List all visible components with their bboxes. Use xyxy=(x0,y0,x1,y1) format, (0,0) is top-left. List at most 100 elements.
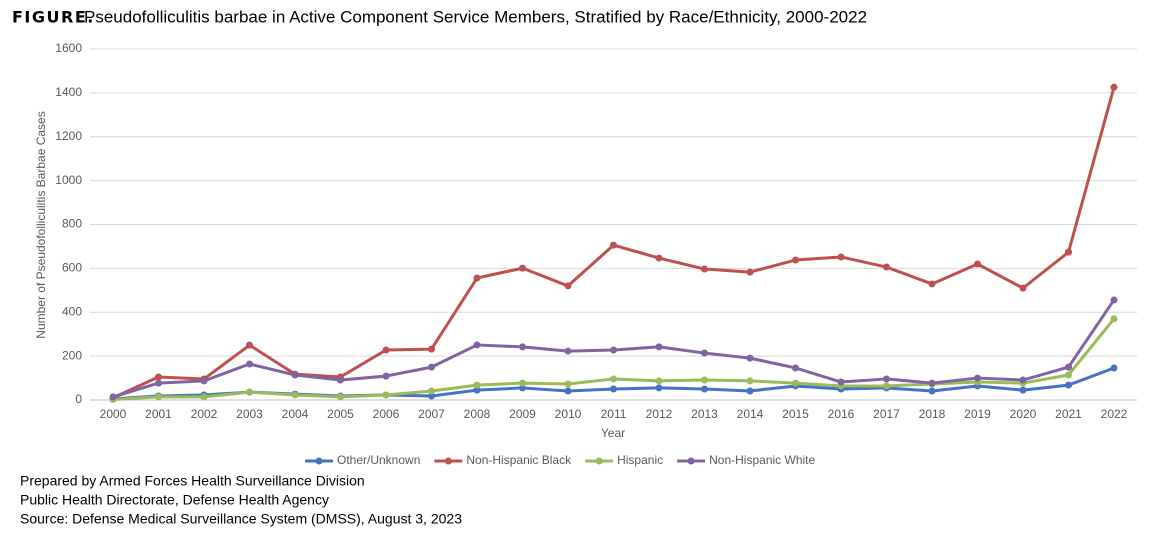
data-point xyxy=(382,372,390,380)
x-tick-label: 2008 xyxy=(464,407,491,421)
data-point xyxy=(428,363,435,371)
x-tick-label: 2022 xyxy=(1101,407,1128,421)
x-tick-label: 2015 xyxy=(782,407,809,421)
data-point xyxy=(928,379,936,387)
data-point xyxy=(564,347,572,355)
data-point xyxy=(1110,83,1118,91)
data-point xyxy=(473,386,481,394)
x-tick-label: 2002 xyxy=(191,407,218,421)
data-point xyxy=(564,387,572,395)
x-tick-label: 2016 xyxy=(828,407,855,421)
data-point xyxy=(428,345,435,353)
data-point xyxy=(701,376,708,384)
data-point xyxy=(1065,381,1072,389)
data-point xyxy=(428,387,435,395)
x-tick-label: 2009 xyxy=(509,407,536,421)
x-tick-label: 2020 xyxy=(1010,407,1037,421)
x-tick-label: 2013 xyxy=(691,407,718,421)
data-point xyxy=(155,393,162,401)
y-tick-label: 1600 xyxy=(55,41,82,55)
x-tick-label: 2005 xyxy=(327,407,354,421)
chart-title: Pseudofolliculitis barbae in Active Comp… xyxy=(84,7,867,26)
legend-label: Hispanic xyxy=(617,453,663,467)
y-tick-label: 1000 xyxy=(55,173,82,187)
data-point xyxy=(792,364,799,372)
data-point xyxy=(291,391,299,399)
x-tick-label: 2011 xyxy=(601,407,627,421)
y-axis-title: Number of Pseudofolliculitis Barbae Case… xyxy=(34,111,48,338)
data-point xyxy=(746,387,754,395)
y-tick-label: 800 xyxy=(62,217,82,231)
y-tick-label: 1200 xyxy=(55,129,82,143)
legend-label: Other/Unknown xyxy=(337,453,420,467)
y-tick-label: 1400 xyxy=(55,85,82,99)
data-point xyxy=(792,256,799,264)
legend-marker xyxy=(444,457,452,465)
legend-label: Non-Hispanic Black xyxy=(466,453,572,467)
data-point xyxy=(655,384,663,392)
data-point xyxy=(1110,296,1118,304)
y-tick-label: 200 xyxy=(62,348,82,362)
data-point xyxy=(655,377,663,385)
data-point xyxy=(519,264,526,272)
data-point xyxy=(701,349,708,357)
data-point xyxy=(291,371,299,379)
data-point xyxy=(1065,371,1072,379)
data-point xyxy=(610,375,617,383)
x-tick-label: 2017 xyxy=(873,407,900,421)
data-point xyxy=(428,392,435,400)
data-point xyxy=(200,393,208,401)
data-point xyxy=(746,354,754,362)
data-point xyxy=(837,253,845,261)
data-point xyxy=(337,393,344,401)
x-tick-label: 2012 xyxy=(646,407,673,421)
data-point xyxy=(883,263,890,271)
x-tick-label: 2018 xyxy=(919,407,946,421)
x-tick-label: 2000 xyxy=(100,407,127,421)
x-tick-label: 2006 xyxy=(373,407,400,421)
y-tick-label: 400 xyxy=(62,304,82,318)
data-point xyxy=(1019,284,1027,292)
data-point xyxy=(246,360,253,368)
data-point xyxy=(1065,248,1072,256)
data-point xyxy=(974,374,981,382)
data-point xyxy=(883,375,890,383)
data-point xyxy=(610,385,617,393)
data-point xyxy=(928,387,936,395)
data-point xyxy=(655,343,663,351)
x-tick-label: 2021 xyxy=(1055,407,1082,421)
data-point xyxy=(792,379,799,387)
x-axis-title: Year xyxy=(601,426,625,440)
data-point xyxy=(200,377,208,385)
data-point xyxy=(746,377,754,385)
data-point xyxy=(610,346,617,354)
data-point xyxy=(337,376,344,384)
data-point xyxy=(519,343,526,351)
data-point xyxy=(1065,363,1072,371)
data-point xyxy=(155,379,162,387)
data-point xyxy=(1110,364,1118,372)
data-point xyxy=(1019,386,1027,394)
data-point xyxy=(519,384,526,392)
y-tick-label: 0 xyxy=(75,392,82,406)
data-point xyxy=(746,268,754,276)
data-point xyxy=(883,382,890,390)
legend-marker xyxy=(687,457,695,465)
data-point xyxy=(519,379,526,387)
data-point xyxy=(564,380,572,388)
data-point xyxy=(473,381,481,389)
data-point xyxy=(928,280,936,288)
data-point xyxy=(473,341,481,349)
data-point xyxy=(382,391,390,399)
data-point xyxy=(1110,315,1118,323)
data-point xyxy=(109,393,117,401)
legend-marker xyxy=(595,457,603,465)
title-label: FIGURE. xyxy=(12,8,95,27)
x-tick-label: 2014 xyxy=(737,407,764,421)
data-point xyxy=(473,274,481,282)
y-tick-label: 600 xyxy=(62,261,82,275)
x-tick-label: 2007 xyxy=(418,407,445,421)
x-tick-label: 2019 xyxy=(964,407,991,421)
data-point xyxy=(564,282,572,290)
